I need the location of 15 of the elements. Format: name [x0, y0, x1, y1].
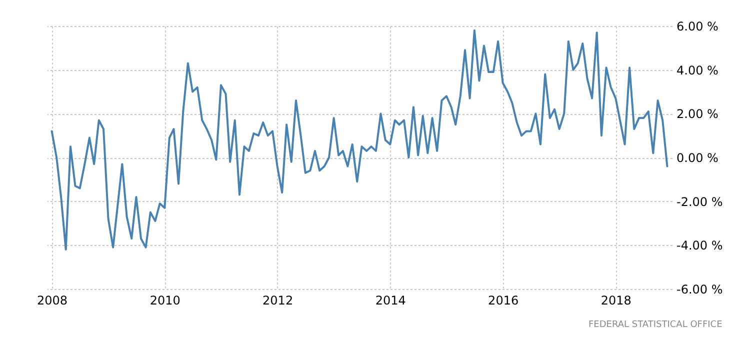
line-series: [50, 29, 668, 251]
y-tick-label: -4.00 %: [676, 238, 723, 253]
text: FEDERAL STATISTICAL OFFICE: [588, 320, 723, 330]
x-tick-label: 2008: [37, 294, 68, 308]
y-tick-label: 4.00 %: [676, 63, 718, 78]
x-tick-label: 2014: [375, 294, 406, 308]
x-tick-label: 2018: [600, 294, 632, 308]
y-tick-label: 2.00 %: [676, 107, 718, 122]
x-tick-label: 2016: [488, 294, 519, 308]
x-tick-label: 2010: [150, 294, 180, 308]
y-tick-label: 0.00 %: [676, 151, 718, 165]
y-tick-label: -2.00 %: [676, 194, 723, 209]
y-tick-label: -6.00 %: [676, 282, 723, 296]
y-tick-label: 6.00 %: [676, 20, 718, 34]
x-tick-label: 2012: [262, 294, 294, 308]
